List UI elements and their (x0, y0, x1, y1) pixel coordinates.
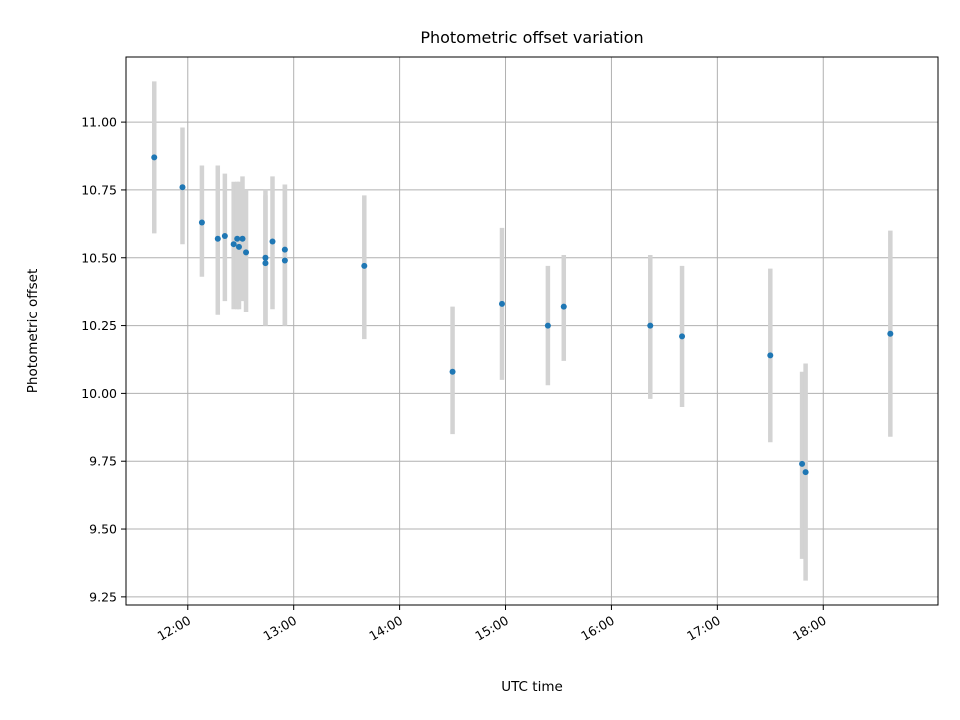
y-tick-label: 9.75 (89, 454, 117, 469)
y-axis-label: Photometric offset (25, 269, 41, 393)
chart-title: Photometric offset variation (420, 28, 643, 47)
data-point (767, 352, 774, 359)
data-point (498, 300, 505, 307)
data-point (179, 184, 186, 191)
data-point (198, 219, 205, 226)
y-tick-label: 9.50 (89, 522, 117, 537)
data-point (887, 330, 894, 337)
data-point (281, 257, 288, 264)
data-point (243, 249, 250, 256)
y-tick-label: 10.50 (81, 250, 117, 265)
data-point (679, 333, 686, 340)
data-point (234, 235, 241, 242)
data-point (262, 260, 269, 267)
data-point (449, 368, 456, 375)
data-point (151, 154, 158, 161)
data-point (230, 241, 237, 248)
data-point (214, 235, 221, 242)
plot-frame (125, 56, 939, 606)
data-point (239, 235, 246, 242)
y-tick-label: 10.25 (81, 318, 117, 333)
data-points (151, 154, 894, 476)
data-point (361, 262, 368, 269)
y-tick-label: 11.00 (81, 115, 117, 130)
data-point (647, 322, 654, 329)
y-tick-label: 10.00 (81, 386, 117, 401)
y-tick-label: 10.75 (81, 182, 117, 197)
data-point (544, 322, 551, 329)
grid (126, 57, 938, 605)
data-point (281, 246, 288, 253)
data-point (802, 469, 809, 476)
data-point (221, 233, 228, 240)
y-tick-label: 9.25 (89, 589, 117, 604)
data-point (235, 243, 242, 250)
data-point (799, 460, 806, 467)
x-axis-label: UTC time (501, 679, 563, 695)
data-point (262, 254, 269, 261)
data-point (269, 238, 276, 245)
data-point (560, 303, 567, 310)
